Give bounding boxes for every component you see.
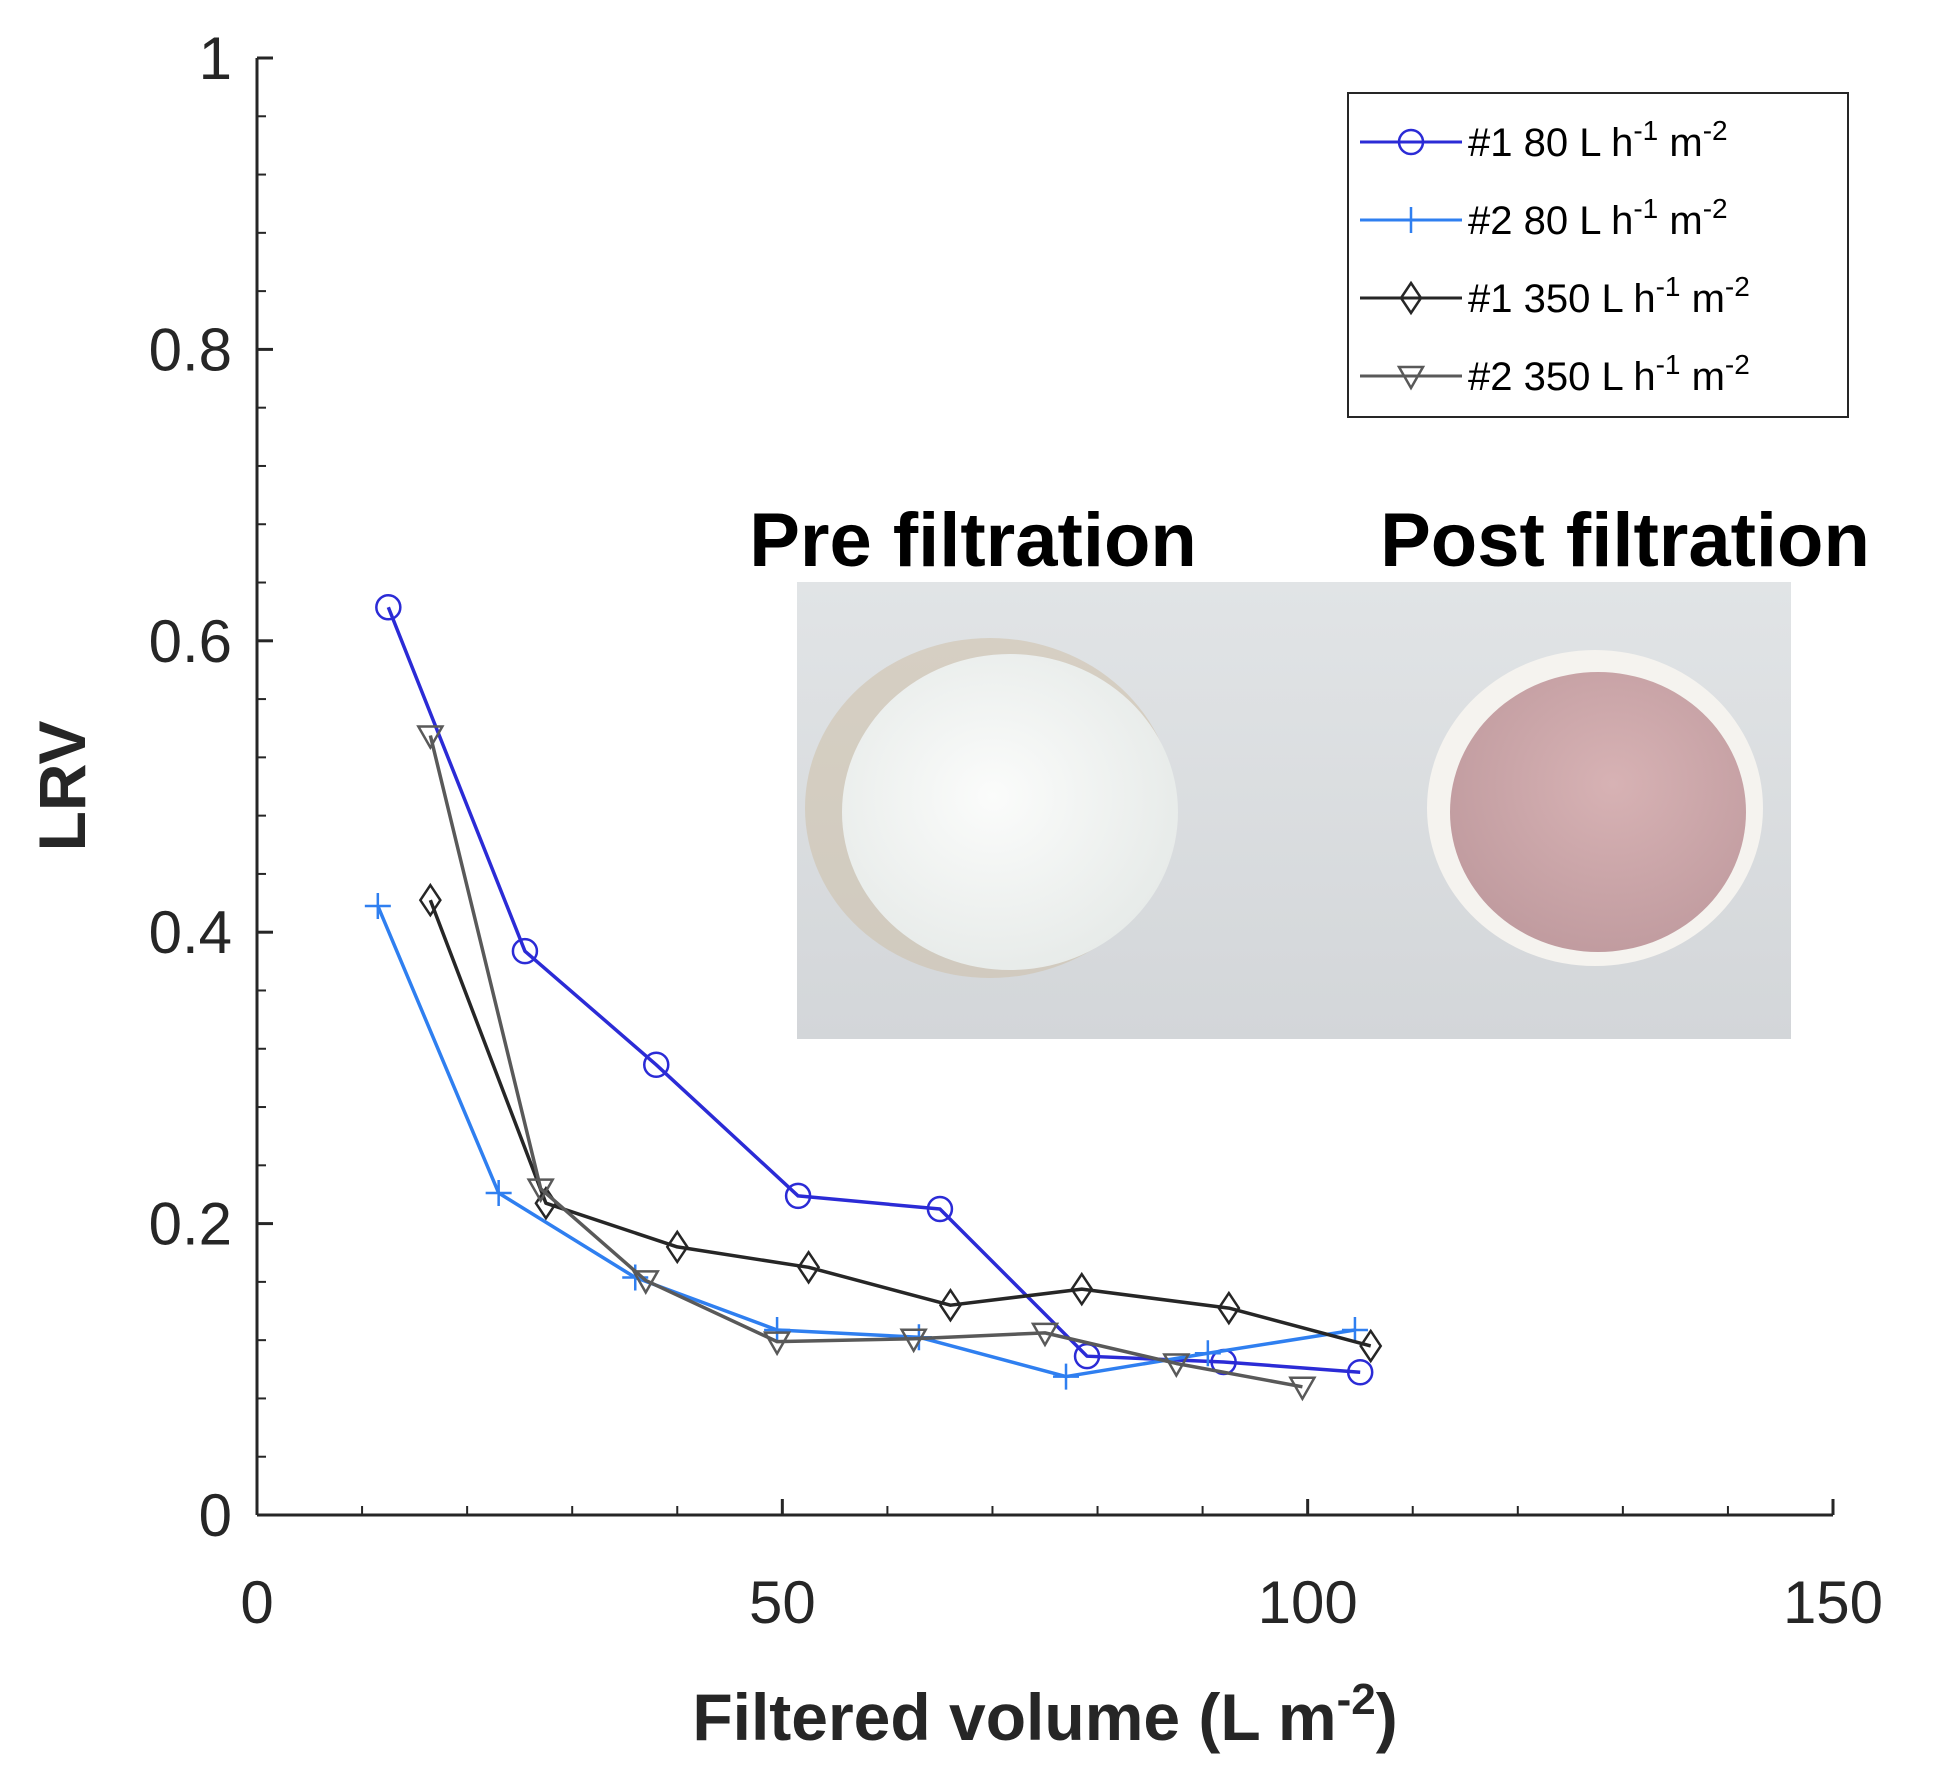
x-tick-label: 100 bbox=[1258, 1569, 1358, 1636]
series-4-point bbox=[631, 1270, 660, 1295]
series-2-point bbox=[1194, 1340, 1221, 1367]
legend-label: #2 350 L h-1 m-2 bbox=[1468, 349, 1750, 399]
series-3-point bbox=[665, 1229, 689, 1265]
y-axis-title: LRV bbox=[25, 721, 99, 852]
y-tick-label: 0 bbox=[199, 1482, 232, 1549]
legend-marker bbox=[1399, 280, 1423, 316]
series-4-point bbox=[1288, 1376, 1317, 1402]
series-1-point bbox=[511, 937, 539, 965]
series-2-line bbox=[376, 905, 1356, 1379]
series-1-line bbox=[386, 606, 1361, 1374]
series-1-point bbox=[926, 1195, 954, 1223]
legend-entry-4: #2 350 L h-1 m-2 bbox=[1360, 349, 1750, 399]
legend-box bbox=[1347, 92, 1849, 418]
series-3-point bbox=[1217, 1290, 1241, 1326]
series-3-point bbox=[938, 1287, 962, 1323]
series-2-point bbox=[485, 1180, 512, 1206]
minor-ticks bbox=[257, 115, 1729, 1515]
y-tick-label: 0.2 bbox=[149, 1191, 232, 1258]
series-4-point bbox=[416, 725, 445, 751]
series-3-point bbox=[418, 882, 442, 918]
inset-label-pre: Pre filtration bbox=[749, 498, 1197, 583]
series-2-point bbox=[1053, 1363, 1080, 1390]
y-tick-label: 1 bbox=[199, 25, 232, 92]
series-4 bbox=[416, 725, 1317, 1402]
filter-photo-inset: Pre filtration Post filtration bbox=[749, 498, 1870, 1039]
series-3-point bbox=[1359, 1328, 1383, 1364]
legend-marker bbox=[1396, 365, 1426, 391]
legend-entry-2: #2 80 L h-1 m-2 bbox=[1360, 193, 1728, 243]
series-2-point bbox=[764, 1316, 791, 1343]
legend-label: #2 80 L h-1 m-2 bbox=[1468, 193, 1728, 243]
x-tick-label: 0 bbox=[240, 1569, 273, 1636]
legend-entry-1: #1 80 L h-1 m-2 bbox=[1360, 115, 1728, 165]
tick-labels: 0 50 100 150 0 0.2 0.4 0.6 0.8 1 bbox=[149, 25, 1883, 1636]
x-tick-label: 150 bbox=[1783, 1569, 1883, 1636]
y-tick-label: 0.4 bbox=[149, 899, 232, 966]
legend-label: #1 350 L h-1 m-2 bbox=[1468, 271, 1750, 321]
x-tick-label: 50 bbox=[749, 1569, 816, 1636]
series-2-point bbox=[1341, 1316, 1368, 1343]
inset-label-post: Post filtration bbox=[1380, 498, 1870, 583]
series-4-line bbox=[428, 735, 1303, 1389]
series-2-point bbox=[364, 892, 391, 919]
legend-marker bbox=[1398, 207, 1424, 233]
series-1-point bbox=[1346, 1358, 1374, 1386]
legend-label: #1 80 L h-1 m-2 bbox=[1468, 115, 1728, 165]
post-filter-disc bbox=[1450, 672, 1746, 952]
legend-entries: #1 80 L h-1 m-2 #2 80 L h-1 m-2 #1 350 L h… bbox=[1360, 115, 1750, 399]
series-1-point bbox=[375, 594, 402, 621]
series-1-point bbox=[643, 1051, 670, 1079]
axes: 0 50 100 150 0 0.2 0.4 0.6 0.8 1 bbox=[149, 25, 1883, 1636]
legend-entry-3: #1 350 L h-1 m-2 bbox=[1360, 271, 1750, 321]
y-tick-label: 0.8 bbox=[149, 316, 232, 383]
series-2 bbox=[364, 892, 1368, 1390]
y-tick-label: 0.6 bbox=[149, 608, 232, 675]
series-4-point bbox=[899, 1328, 928, 1354]
series-1-point bbox=[784, 1182, 812, 1210]
series-3-point bbox=[797, 1250, 821, 1285]
legend-marker bbox=[1397, 128, 1425, 156]
series-layer bbox=[364, 594, 1383, 1402]
series-4-point bbox=[762, 1331, 792, 1357]
series-4-point bbox=[526, 1178, 555, 1204]
series-4-point bbox=[1030, 1322, 1060, 1348]
pre-filter-disc bbox=[842, 654, 1178, 970]
series-4-point bbox=[1162, 1353, 1191, 1378]
legend: #1 80 L h-1 m-2 #2 80 L h-1 m-2 #1 350 L h… bbox=[1347, 92, 1849, 418]
major-ticks bbox=[255, 56, 1835, 1517]
x-axis-title: Filtered volume (L m-2) bbox=[692, 1675, 1397, 1754]
series-3-point bbox=[1070, 1271, 1094, 1307]
